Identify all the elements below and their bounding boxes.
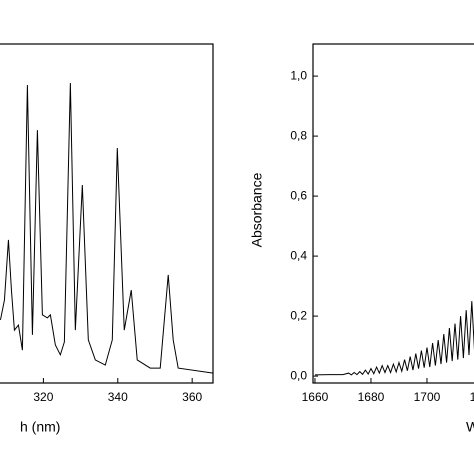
plot-frame <box>0 43 214 384</box>
y-axis-label: Absorbance <box>249 172 265 247</box>
x-axis-label: W <box>466 419 474 435</box>
x-tick-label: 1660 <box>302 390 329 404</box>
x-tick-label: 360 <box>182 390 202 404</box>
y-tick-label: 0,4 <box>290 248 307 262</box>
y-tick-label: 0,6 <box>290 188 307 202</box>
plot-frame <box>312 43 474 384</box>
y-tick-label: 1,0 <box>290 68 307 82</box>
y-tick-label: 0,2 <box>290 308 307 322</box>
x-tick-label: 320 <box>33 390 53 404</box>
x-tick-label: 340 <box>108 390 128 404</box>
y-tick-label: 0,0 <box>290 368 307 382</box>
spectrum-line <box>314 301 474 376</box>
y-tick-label: 0,8 <box>290 128 307 142</box>
x-tick-label: 1720 <box>470 390 474 404</box>
spectrum-line <box>0 82 214 374</box>
x-tick-label: 1700 <box>414 390 441 404</box>
x-tick-label: 1680 <box>358 390 385 404</box>
x-axis-label: h (nm) <box>20 419 60 435</box>
